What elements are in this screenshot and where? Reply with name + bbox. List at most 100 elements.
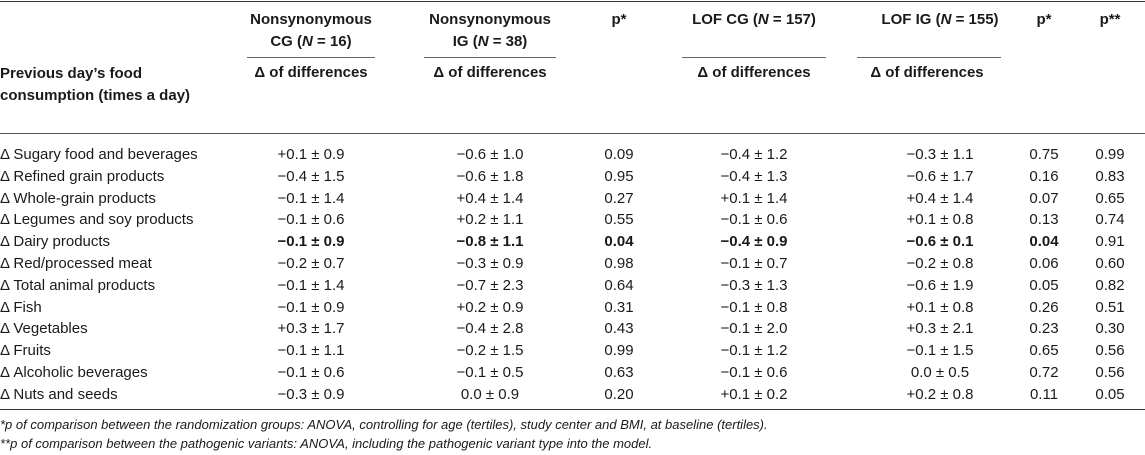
row-label: Δ Vegetables — [0, 320, 88, 338]
lof-cg-cell: +0.1 ± 1.4 — [720, 189, 788, 207]
table-bottom-rule — [0, 409, 1145, 410]
lof-cg-cell: −0.1 ± 0.8 — [720, 298, 788, 316]
p1-cell: 0.09 — [604, 146, 634, 163]
nonsyn-ig-cell: +0.4 ± 1.4 — [456, 189, 524, 207]
footnote-2: **p of comparison between the pathogenic… — [0, 436, 653, 451]
p1-cell: 0.27 — [604, 189, 634, 207]
nonsyn-ig-cell: −0.2 ± 1.5 — [456, 342, 524, 360]
table-row: Δ Whole-grain products −0.1 ± 1.4 +0.4 ± 1… — [0, 188, 1145, 210]
p1-cell: 0.95 — [604, 167, 634, 185]
p1-cell: 0.55 — [604, 211, 634, 229]
table-row: Δ Nuts and seeds −0.3 ± 0.9 0.0 ± 0.9 0.20 +… — [0, 384, 1145, 406]
table-row: Δ Fish −0.1 ± 0.9 +0.2 ± 0.9 0.31 −0.1 ± 0.8… — [0, 297, 1145, 319]
table-row: Δ Refined grain products −0.4 ± 1.5 −0.6 ±… — [0, 166, 1145, 188]
header-rule — [0, 133, 1145, 134]
p3-cell: 0.74 — [1095, 211, 1125, 229]
footnote-1: *p of comparison between the randomizati… — [0, 417, 768, 432]
nonsyn-ig-cell: −0.8 ± 1.1 — [456, 233, 524, 251]
table-row: Δ Sugary food and beverages +0.1 ± 0.9 −0.… — [0, 144, 1145, 166]
row-label: Δ Total animal products — [0, 276, 156, 294]
lof-cg-cell: +0.1 ± 0.2 — [720, 385, 788, 403]
p3-cell: 0.91 — [1095, 233, 1125, 251]
p2-cell: 0.04 — [1029, 233, 1059, 251]
p3-cell: 0.65 — [1095, 189, 1125, 207]
lof-ig-cell: −0.2 ± 0.8 — [906, 255, 974, 272]
lof-ig-cell: −0.6 ± 1.9 — [906, 276, 974, 294]
row-header-label: Previous day’s food consumption (times a… — [0, 65, 191, 104]
row-label: Δ Dairy products — [0, 233, 111, 251]
lof-cg-cell: −0.1 ± 1.2 — [720, 342, 788, 360]
lof-cg-cell: −0.1 ± 0.6 — [720, 364, 788, 381]
p2-cell: 0.05 — [1029, 276, 1059, 294]
table-row: Δ Alcoholic beverages −0.1 ± 0.6 −0.1 ± 0.… — [0, 362, 1145, 384]
p3-cell: 0.99 — [1095, 146, 1125, 163]
p3-cell: 0.82 — [1095, 276, 1125, 294]
delta-label: Δ of differences — [254, 64, 368, 81]
nonsyn-ig-cell: +0.2 ± 0.9 — [456, 298, 524, 316]
p3-cell: 0.60 — [1095, 255, 1125, 272]
lof-ig-cell: 0.0 ± 0.5 — [910, 364, 970, 381]
lof-cg-cell: −0.1 ± 0.6 — [720, 211, 788, 229]
p3-cell: 0.83 — [1095, 167, 1125, 185]
lof-ig-cell: +0.2 ± 0.8 — [906, 385, 974, 403]
row-label: Δ Sugary food and beverages — [0, 146, 198, 163]
header-p1: p* — [611, 11, 627, 28]
nonsyn-cg-cell: −0.1 ± 0.9 — [277, 233, 345, 251]
lof-ig-cell: −0.6 ± 0.1 — [906, 233, 974, 251]
lof-cg-cell: −0.4 ± 0.9 — [720, 233, 788, 251]
p2-cell: 0.11 — [1029, 385, 1059, 403]
table-row: Δ Red/processed meat −0.2 ± 0.7 −0.3 ± 0.9… — [0, 253, 1145, 275]
nonsyn-cg-cell: −0.1 ± 1.4 — [277, 276, 345, 294]
nonsyn-ig-cell: 0.0 ± 0.9 — [460, 385, 520, 403]
lof-cg-cell: −0.1 ± 0.7 — [720, 255, 788, 272]
p2-cell: 0.75 — [1029, 146, 1059, 163]
p1-cell: 0.20 — [604, 385, 634, 403]
header-p2: p* — [1036, 11, 1052, 28]
lof-ig-cell: −0.1 ± 1.5 — [906, 342, 974, 360]
p2-cell: 0.13 — [1029, 211, 1059, 229]
nonsyn-cg-cell: −0.1 ± 1.1 — [277, 342, 345, 360]
lof-cg-cell: −0.4 ± 1.3 — [720, 167, 788, 185]
p2-cell: 0.23 — [1029, 320, 1059, 338]
p2-cell: 0.06 — [1029, 255, 1059, 272]
nonsyn-ig-cell: −0.6 ± 1.0 — [456, 146, 524, 163]
p1-cell: 0.04 — [604, 233, 634, 251]
row-label: Δ Whole-grain products — [0, 189, 156, 207]
row-label: Δ Nuts and seeds — [0, 385, 118, 403]
lof-cg-cell: −0.4 ± 1.2 — [720, 146, 788, 163]
nonsyn-cg-cell: −0.1 ± 0.6 — [277, 364, 345, 381]
lof-ig-cell: −0.6 ± 1.7 — [906, 167, 974, 185]
nonsyn-ig-cell: +0.2 ± 1.1 — [456, 211, 524, 229]
row-label: Δ Alcoholic beverages — [0, 364, 148, 381]
nonsyn-cg-cell: −0.4 ± 1.5 — [277, 167, 345, 185]
nonsyn-cg-cell: −0.2 ± 0.7 — [277, 255, 345, 272]
nonsyn-ig-cell: −0.3 ± 0.9 — [456, 255, 524, 272]
nonsyn-ig-cell: −0.7 ± 2.3 — [456, 276, 524, 294]
table-row: Δ Fruits −0.1 ± 1.1 −0.2 ± 1.5 0.99 −0.1 ± 1… — [0, 340, 1145, 362]
subheader-rule — [857, 57, 1001, 58]
p1-cell: 0.63 — [604, 364, 634, 381]
nonsyn-cg-cell: −0.1 ± 0.6 — [277, 211, 345, 229]
nonsyn-cg-cell: +0.3 ± 1.7 — [277, 320, 345, 338]
p3-cell: 0.51 — [1095, 298, 1125, 316]
lof-cg-cell: −0.1 ± 2.0 — [720, 320, 788, 338]
header-lof-cg: LOF CG (N = 157) — [692, 11, 816, 28]
p2-cell: 0.26 — [1029, 298, 1059, 316]
row-label: Δ Legumes and soy products — [0, 211, 194, 229]
header-nonsyn-ig: Nonsynonymous IG (N = 38) — [429, 11, 551, 50]
p2-cell: 0.72 — [1029, 364, 1059, 381]
p3-cell: 0.30 — [1095, 320, 1125, 338]
table-row: Δ Legumes and soy products −0.1 ± 0.6 +0.2… — [0, 209, 1145, 231]
p3-cell: 0.56 — [1095, 342, 1125, 360]
header-lof-ig: LOF IG (N = 155) — [881, 11, 999, 28]
nonsyn-ig-cell: −0.4 ± 2.8 — [456, 320, 524, 338]
lof-ig-cell: +0.1 ± 0.8 — [906, 211, 974, 229]
table-row: Δ Vegetables +0.3 ± 1.7 −0.4 ± 2.8 0.43 −0.1… — [0, 318, 1145, 340]
subheader-rule — [424, 57, 556, 58]
nonsyn-ig-cell: −0.6 ± 1.8 — [456, 167, 524, 185]
p1-cell: 0.99 — [604, 342, 634, 360]
row-label: Δ Fish — [0, 298, 42, 316]
p3-cell: 0.05 — [1095, 385, 1125, 403]
lof-ig-cell: +0.1 ± 0.8 — [906, 298, 974, 316]
